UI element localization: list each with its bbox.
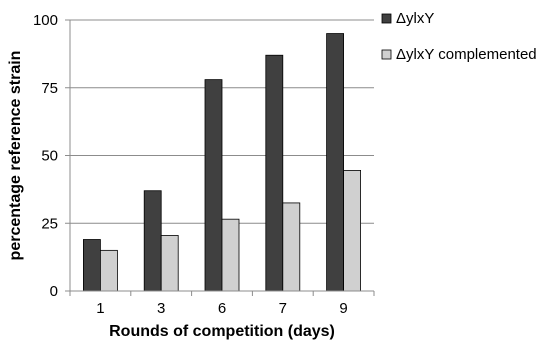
bar-deletion-6	[204, 79, 223, 292]
legend-label: ΔylxY complemented	[396, 46, 537, 63]
legend: ΔylxY ΔylxY complemented	[381, 10, 537, 63]
bar-complemented-6	[221, 218, 240, 292]
bar-complemented-1	[100, 249, 118, 292]
bar-complemented-7	[282, 202, 301, 292]
legend-swatch	[381, 49, 392, 60]
bars	[83, 33, 362, 292]
x-axis-title: Rounds of competition (days)	[109, 323, 335, 340]
legend-label: ΔylxY	[396, 10, 434, 27]
y-tick-label: 75	[41, 80, 58, 97]
bar-deletion-1	[83, 239, 101, 292]
bar-complemented-9	[343, 170, 362, 292]
bar-deletion-9	[326, 33, 345, 292]
bar-complemented-3	[160, 235, 179, 292]
legend-swatch	[381, 13, 392, 24]
bar-deletion-3	[143, 190, 162, 292]
x-tick-label: 9	[339, 300, 347, 317]
y-tick-label: 25	[41, 215, 58, 232]
y-axis-title: percentage reference strain	[7, 51, 24, 261]
y-tick-label: 100	[33, 12, 58, 29]
x-tick-label: 1	[96, 300, 104, 317]
y-tick-label: 0	[50, 283, 58, 300]
y-tick-label: 50	[41, 148, 58, 165]
axes	[65, 19, 375, 296]
x-tick-label: 3	[157, 300, 165, 317]
x-tick-label: 7	[279, 300, 287, 317]
y-tick-labels: 0 25 50 75 100	[33, 12, 58, 300]
x-tick-label: 6	[218, 300, 226, 317]
bar-deletion-7	[265, 54, 284, 292]
x-tick-labels: 1 3 6 7 9	[96, 300, 348, 317]
